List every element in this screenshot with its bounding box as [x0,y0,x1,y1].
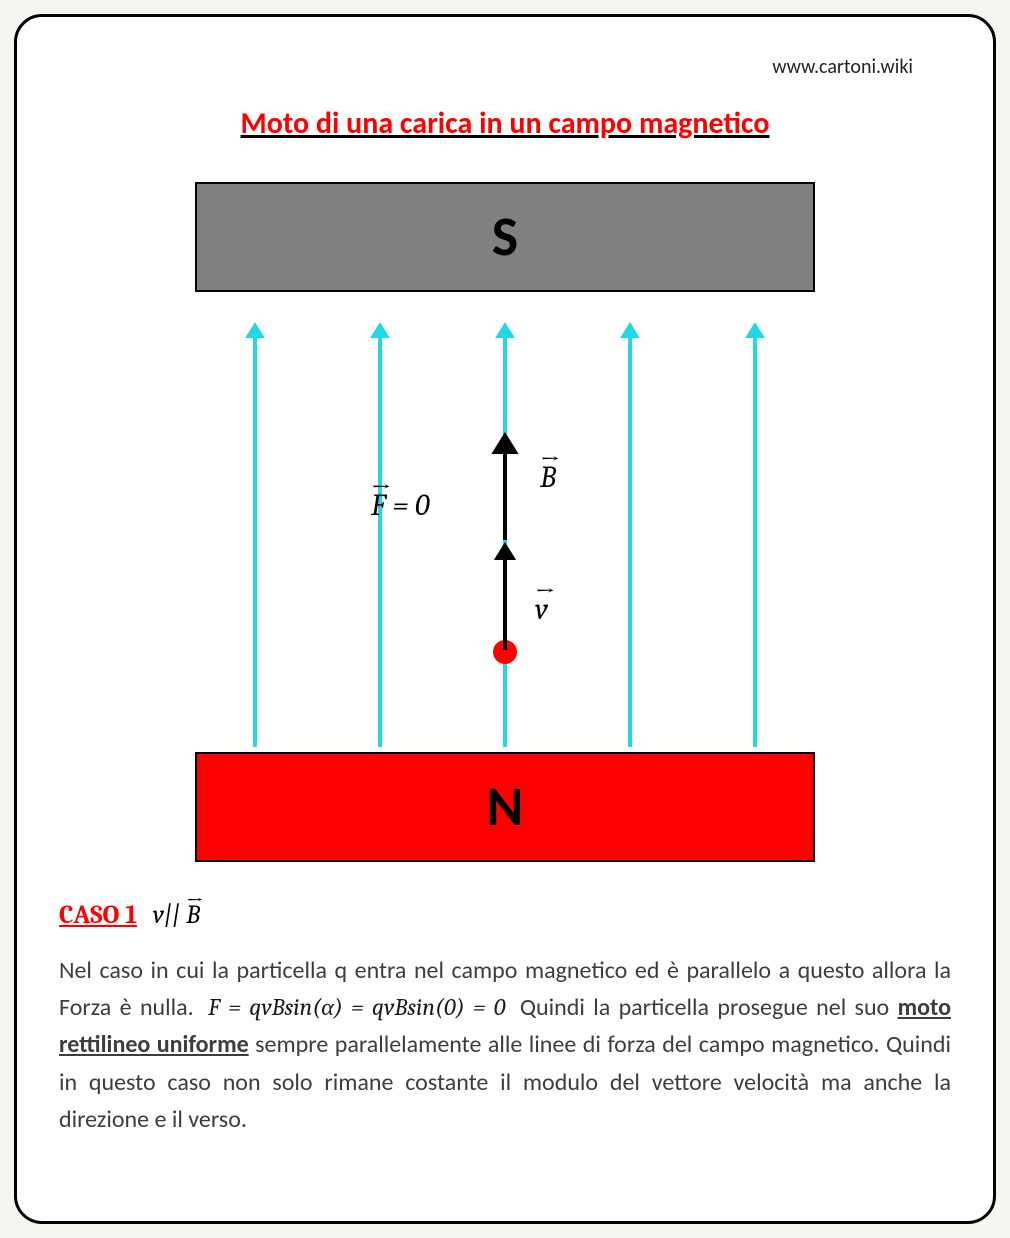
force-zero: = 0 [393,488,430,523]
label-B: B [540,460,556,495]
body-paragraph: Nel caso in cui la particella q entra ne… [59,952,951,1138]
pole-south-label: S [492,203,518,271]
case-v: v [153,900,164,930]
force-equation: F = 0 [371,488,430,523]
pole-north-label: N [487,773,524,841]
case-heading: CASO 1 v|| B [59,900,951,930]
page-card: www.cartoni.wiki Moto di una carica in u… [14,14,996,1224]
label-v: v [535,592,548,627]
pole-north: N [195,752,815,862]
body-t2: Quindi la particella prosegue nel suo [520,993,898,1022]
case-B: B [186,900,200,930]
watermark: www.cartoni.wiki [772,55,913,79]
case-label: CASO 1 [59,900,137,930]
title-text: Moto di una carica in un campo magnetico [241,105,770,142]
case-parallel: || [164,900,180,930]
case-expression: v|| B [153,900,200,930]
body-formula: F = qvBsin(α) = qvBsin(0) = 0 [202,993,511,1021]
page-title: Moto di una carica in un campo magnetico [59,105,951,142]
magnet-diagram: S F = 0 B v N [195,182,815,862]
field-lines-svg [195,292,815,752]
vector-v: v [535,592,548,627]
force-vector-F: F [371,488,386,523]
pole-south: S [195,182,815,292]
vector-B: B [540,460,556,495]
